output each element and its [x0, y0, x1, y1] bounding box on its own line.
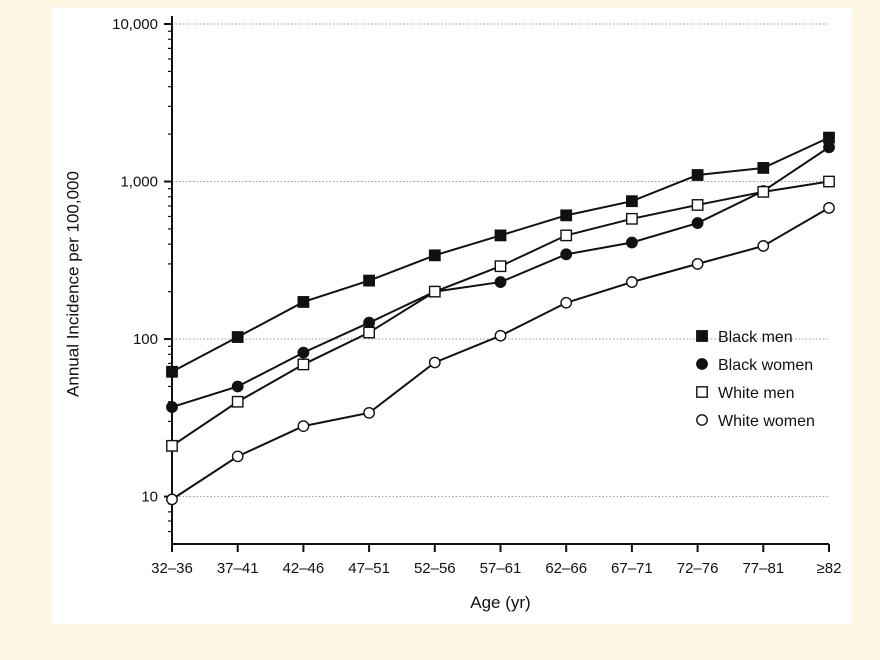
data-point [231, 380, 244, 393]
data-point [166, 365, 178, 378]
data-point [363, 406, 375, 419]
data-point [494, 276, 507, 288]
series-white-men [166, 175, 835, 452]
x-tick-label: 62–66 [545, 560, 587, 577]
legend-label: Black women [718, 357, 813, 374]
data-point [231, 331, 244, 343]
legend-label: White women [718, 413, 815, 430]
legend-marker [696, 386, 708, 398]
data-point [363, 326, 375, 339]
x-tick-label: 32–36 [151, 560, 193, 577]
data-point [823, 202, 835, 214]
data-point [560, 296, 573, 309]
series-line [171, 180, 830, 447]
data-point [494, 229, 507, 242]
data-point [626, 236, 638, 249]
data-point [231, 450, 244, 463]
data-point [428, 285, 441, 298]
data-point [428, 356, 441, 369]
data-point [166, 493, 178, 506]
data-point [626, 195, 638, 208]
x-tick-label: 67–71 [611, 560, 653, 577]
legend: Black men Black women White men White women [696, 329, 815, 430]
series-white-women [166, 202, 835, 506]
data-point [363, 316, 375, 329]
legend-marker [696, 330, 708, 342]
data-point [231, 395, 244, 408]
data-point [691, 199, 704, 211]
data-point [823, 141, 835, 154]
series-black-women [166, 141, 835, 413]
data-point [428, 249, 441, 262]
data-point [757, 240, 770, 252]
series-line [171, 207, 830, 501]
x-tick-label: 52–56 [414, 560, 456, 577]
legend-label: White men [718, 385, 794, 402]
legend-item: Black men [696, 329, 793, 346]
legend-item: Black women [696, 357, 813, 374]
chart-panel: 10 100 1,000 10,000 32–36 37–41 42–46 47–51 52–… [52, 8, 852, 624]
data-point [823, 131, 835, 144]
x-tick-label: 72–76 [677, 560, 719, 577]
x-tick-label: 57–61 [480, 560, 522, 577]
x-axis-ticks: 32–36 37–41 42–46 47–51 52–56 57–61 62–66 67–71… [151, 544, 841, 577]
data-point [166, 401, 178, 413]
x-tick-label: 77–81 [742, 560, 784, 577]
data-point [494, 260, 507, 273]
y-tick-label: 10 [141, 489, 158, 506]
y-tick-label: 1,000 [120, 174, 158, 191]
legend-label: Black men [718, 329, 793, 346]
legend-marker [696, 358, 708, 370]
data-point [757, 162, 770, 174]
y-axis-title: Annual Incidence per 100,000 [63, 171, 82, 397]
data-point [297, 358, 310, 371]
incidence-line-chart: 10 100 1,000 10,000 32–36 37–41 42–46 47–51 52–… [63, 16, 841, 612]
x-tick-label: ≥82 [817, 560, 842, 577]
data-point [691, 217, 704, 229]
legend-marker [696, 414, 708, 426]
data-point [626, 276, 638, 288]
data-point [297, 420, 310, 433]
x-axis-title: Age (yr) [470, 593, 530, 612]
series-group [166, 131, 835, 506]
data-point [297, 296, 310, 308]
x-tick-label: 37–41 [217, 560, 259, 577]
y-tick-label: 100 [133, 331, 158, 348]
grid [172, 23, 829, 498]
y-tick-label: 10,000 [112, 16, 158, 33]
data-point [757, 185, 770, 198]
data-point [560, 209, 573, 222]
data-point [494, 329, 507, 342]
data-point [297, 346, 310, 359]
legend-item: White men [696, 385, 794, 402]
data-point [823, 175, 835, 188]
x-tick-label: 47–51 [348, 560, 390, 577]
data-point [560, 229, 573, 242]
data-point [363, 274, 375, 287]
legend-item: White women [696, 413, 815, 430]
data-point [691, 257, 704, 270]
series-black-men [166, 131, 835, 378]
y-axis-ticks: 10 100 1,000 10,000 [112, 16, 172, 533]
data-point [560, 248, 573, 261]
x-tick-label: 42–46 [283, 560, 325, 577]
data-point [691, 169, 704, 181]
data-point [166, 439, 178, 452]
data-point [626, 212, 638, 225]
